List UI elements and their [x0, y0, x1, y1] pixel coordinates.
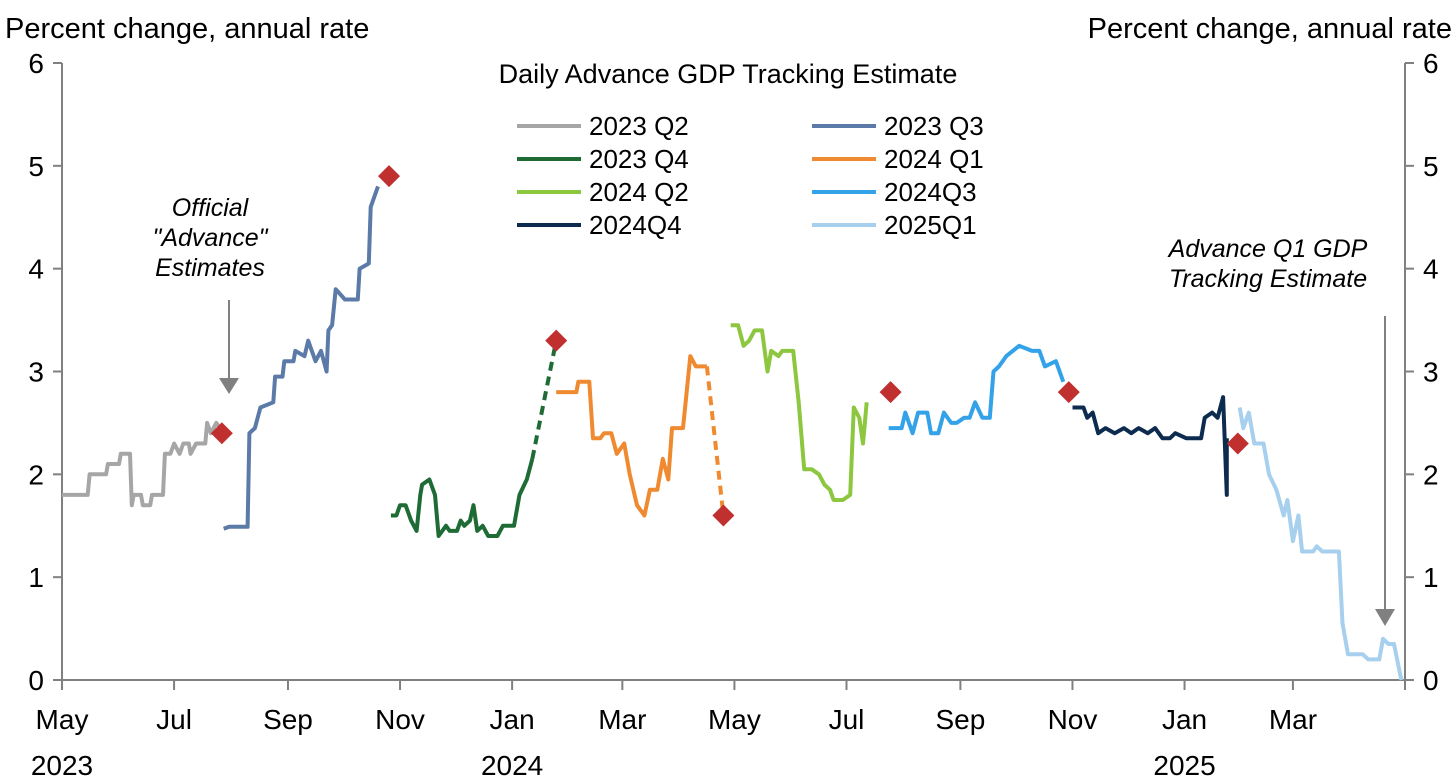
series-layer	[62, 185, 1404, 681]
annotation-text: Estimates	[155, 254, 265, 282]
legend-label: 2023 Q3	[884, 111, 984, 141]
connector-layer	[530, 340, 726, 516]
series-line	[556, 354, 707, 518]
y-axis-title-left: Percent change, annual rate	[5, 13, 369, 45]
x-tick-label: Jul	[156, 704, 192, 735]
x-tick-label: Nov	[375, 704, 425, 735]
y-tick-label-left: 5	[28, 151, 44, 182]
x-tick-label: Jan	[490, 704, 535, 735]
x-year-label: 2025	[1153, 750, 1215, 777]
series-line	[62, 420, 222, 508]
y-tick-label-right: 6	[1423, 48, 1439, 79]
annotation-text: Tracking Estimate	[1169, 265, 1367, 293]
advance-estimate-marker	[545, 329, 568, 352]
y-tick-label-left: 3	[28, 357, 44, 388]
annotations: Official"Advance"Estimates Advance Q1 GDP…	[152, 194, 1395, 626]
y-tick-label-left: 0	[28, 665, 44, 696]
legend-label: 2025Q1	[884, 210, 977, 240]
series-line	[223, 185, 380, 531]
y-axis-right: 0 1 2 3 4 5 6	[1405, 48, 1439, 696]
advance-estimate-marker	[1057, 381, 1080, 404]
x-tick-label: Jul	[829, 704, 865, 735]
advance-estimate-marker	[1226, 432, 1249, 455]
dashed-connector	[704, 366, 726, 516]
series-line	[888, 343, 1066, 436]
y-tick-label-left: 6	[28, 48, 44, 79]
advance-estimate-marker	[712, 504, 735, 527]
series-line	[390, 458, 535, 538]
x-year-label: 2023	[31, 750, 93, 777]
legend-label: 2024Q4	[589, 210, 682, 240]
x-tick-label: Nov	[1048, 704, 1098, 735]
y-tick-label-right: 0	[1423, 665, 1439, 696]
y-tick-label-right: 2	[1423, 459, 1439, 490]
x-tick-label: Jan	[1162, 704, 1207, 735]
x-tick-label: Mar	[598, 704, 646, 735]
x-tick-label: Sep	[263, 704, 313, 735]
y-tick-label-right: 3	[1423, 357, 1439, 388]
legend-label: 2023 Q4	[589, 144, 689, 174]
annotation-arrow-head	[219, 378, 239, 394]
advance-estimate-marker	[378, 165, 401, 188]
y-tick-label-left: 2	[28, 459, 44, 490]
advance-estimate-marker	[879, 381, 902, 404]
x-tick-label: Mar	[1269, 704, 1317, 735]
y-tick-label-right: 4	[1423, 254, 1439, 285]
annotation-text: Advance Q1 GDP	[1167, 235, 1368, 263]
series-line	[1237, 407, 1404, 681]
dashed-connector	[530, 340, 559, 460]
chart-title: Daily Advance GDP Tracking Estimate	[499, 59, 958, 89]
x-year-label: 2024	[481, 750, 543, 777]
series-line	[1072, 395, 1229, 497]
axes	[61, 63, 1406, 681]
advance-estimate-markers	[210, 165, 1249, 527]
x-tick-label: May	[36, 704, 89, 735]
x-axis: May 2023 Jul Sep Nov Jan 2024 Mar May Jul Sep Nov Ja…	[31, 680, 1406, 777]
legend-label: 2024Q3	[884, 177, 977, 207]
y-axis-left: 0 1 2 3 4 5 6	[28, 48, 62, 696]
series-line	[730, 323, 869, 502]
legend-label: 2023 Q2	[589, 111, 689, 141]
y-axis-title-right: Percent change, annual rate	[1088, 13, 1452, 45]
y-tick-label-right: 5	[1423, 151, 1439, 182]
x-tick-label: May	[708, 704, 761, 735]
x-tick-label: Sep	[935, 704, 985, 735]
annotation-arrow-head	[1375, 609, 1395, 626]
annotation-text: "Advance"	[152, 224, 268, 252]
legend-label: 2024 Q2	[589, 177, 689, 207]
legend-label: 2024 Q1	[884, 144, 984, 174]
y-tick-label-left: 1	[28, 562, 44, 593]
y-tick-label-right: 1	[1423, 562, 1439, 593]
annotation-text: Official	[172, 194, 250, 222]
y-tick-label-left: 4	[28, 254, 44, 285]
advance-estimate-marker	[210, 422, 233, 445]
